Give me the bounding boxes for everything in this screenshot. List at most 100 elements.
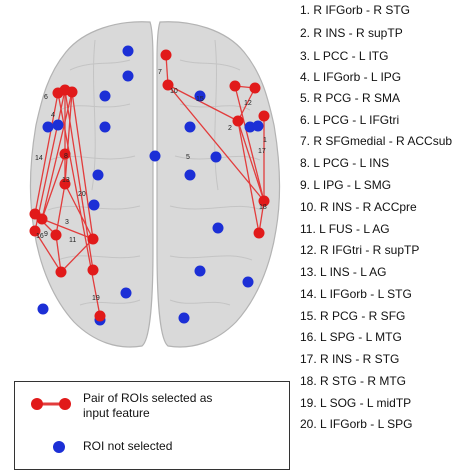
map-label-16: 16 — [36, 233, 44, 240]
roi-node-selected — [253, 227, 265, 239]
map-label-8: 8 — [64, 153, 68, 160]
legend-selected-symbol — [31, 398, 71, 410]
roi-link-5 — [237, 120, 265, 202]
pair-item-8: 8. L PCG - L INS — [300, 156, 390, 170]
roi-link-22 — [55, 183, 66, 236]
links-layer — [34, 54, 265, 317]
roi-node-selected — [36, 213, 48, 225]
pair-item-12: 12. R IFGtri - R supTP — [300, 243, 420, 257]
roi-link-9 — [167, 84, 265, 202]
roi-node-unselected — [194, 90, 206, 102]
roi-link-13 — [64, 91, 73, 185]
roi-node-selected — [29, 225, 41, 237]
roi-link-25 — [55, 234, 62, 273]
roi-node-selected — [160, 49, 172, 61]
map-label-11: 11 — [69, 237, 76, 244]
roi-node-unselected — [122, 45, 134, 57]
roi-link-26 — [60, 238, 94, 273]
roi-node-selected — [87, 233, 99, 245]
roi-node-selected — [66, 86, 78, 98]
legend-unselected-label: ROI not selected — [83, 439, 173, 453]
roi-node-unselected — [212, 222, 224, 234]
pair-item-5: 5. R PCG - R SMA — [300, 91, 401, 105]
map-label-3: 3 — [65, 219, 69, 226]
pair-item-3: 3. L PCC - L ITG — [300, 49, 389, 63]
map-label-10: 10 — [170, 88, 178, 95]
roi-node-selected — [94, 310, 106, 322]
roi-node-unselected — [37, 303, 49, 315]
map-label-13: 13 — [62, 177, 70, 184]
map-label-4: 4 — [51, 112, 55, 119]
roi-node-selected — [59, 178, 71, 190]
pair-item-1: 1. R IFGorb - R STG — [300, 3, 411, 17]
roi-node-unselected — [149, 150, 161, 162]
brain-outline — [29, 21, 281, 348]
legend-selected-line2: input feature — [83, 406, 150, 420]
roi-node-selected — [162, 79, 174, 91]
pair-item-15: 15. R PCG - R SFG — [300, 309, 406, 323]
roi-node-selected — [232, 115, 244, 127]
map-label-12: 12 — [244, 100, 252, 107]
roi-link-24 — [34, 230, 62, 273]
map-label-17: 17 — [258, 148, 266, 155]
roi-node-selected — [59, 148, 71, 160]
roi-node-selected — [50, 229, 62, 241]
legend-selected-label: Pair of ROIs selected as input feature — [83, 391, 283, 421]
roi-node-selected — [52, 87, 64, 99]
roi-link-23 — [41, 218, 94, 240]
pair-item-9: 9. L IPG - L SMG — [300, 178, 392, 192]
pair-item-16: 16. L SPG - L MTG — [300, 330, 402, 344]
map-label-7: 7 — [158, 69, 162, 76]
map-label-2: 2 — [228, 125, 232, 132]
roi-node-unselected — [194, 265, 206, 277]
map-label-19: 19 — [92, 295, 100, 302]
left-hemisphere — [29, 21, 154, 348]
roi-link-18 — [64, 183, 94, 240]
pair-item-10: 10. R INS - R ACCpre — [300, 200, 417, 214]
map-label-9: 9 — [44, 231, 48, 238]
roi-node-unselected — [210, 151, 222, 163]
roi-node-selected — [258, 110, 270, 122]
roi-link-28 — [41, 153, 66, 220]
map-label-15: 15 — [196, 96, 204, 103]
roi-node-selected — [55, 266, 67, 278]
roi-node-selected — [249, 82, 261, 94]
roi-link-10 — [234, 85, 265, 202]
roi-link-4 — [237, 87, 256, 122]
roi-node-unselected — [244, 121, 256, 133]
right-hemisphere — [156, 21, 281, 348]
legend-selected-line1: Pair of ROIs selected as — [83, 391, 213, 405]
roi-node-selected — [229, 80, 241, 92]
roi-link-14 — [34, 92, 59, 215]
legend: Pair of ROIs selected as input feature R… — [14, 381, 290, 470]
pair-item-19: 19. L SOG - L midTP — [300, 396, 412, 410]
roi-node-unselected — [122, 70, 134, 82]
nodes-layer — [29, 45, 270, 326]
roi-node-unselected — [184, 169, 196, 181]
pair-item-13: 13. L INS - L AG — [300, 265, 387, 279]
roi-node-unselected — [184, 121, 196, 133]
pair-item-11: 11. L FUS - L AG — [300, 222, 390, 236]
map-label-14: 14 — [35, 155, 43, 162]
roi-node-unselected — [242, 276, 254, 288]
roi-node-unselected — [88, 199, 100, 211]
roi-node-unselected — [42, 121, 54, 133]
map-label-6: 6 — [44, 94, 48, 101]
pair-item-18: 18. R STG - R MTG — [300, 374, 407, 388]
pair-item-7: 7. R SFGmedial - R ACCsub — [300, 134, 453, 148]
roi-node-unselected — [52, 119, 64, 131]
pair-item-6: 6. L PCG - L IFGtri — [300, 113, 400, 127]
pair-item-17: 17. R INS - R STG — [300, 352, 400, 366]
roi-node-unselected — [99, 121, 111, 133]
roi-node-unselected — [92, 169, 104, 181]
map-label-18: 18 — [259, 204, 267, 211]
roi-link-15 — [34, 89, 66, 232]
roi-node-unselected — [252, 120, 264, 132]
map-label-1: 1 — [263, 137, 267, 144]
roi-node-unselected — [178, 312, 190, 324]
roi-link-8 — [237, 120, 260, 234]
pair-item-4: 4. L IFGorb - L IPG — [300, 70, 402, 84]
roi-node-unselected — [120, 287, 132, 299]
